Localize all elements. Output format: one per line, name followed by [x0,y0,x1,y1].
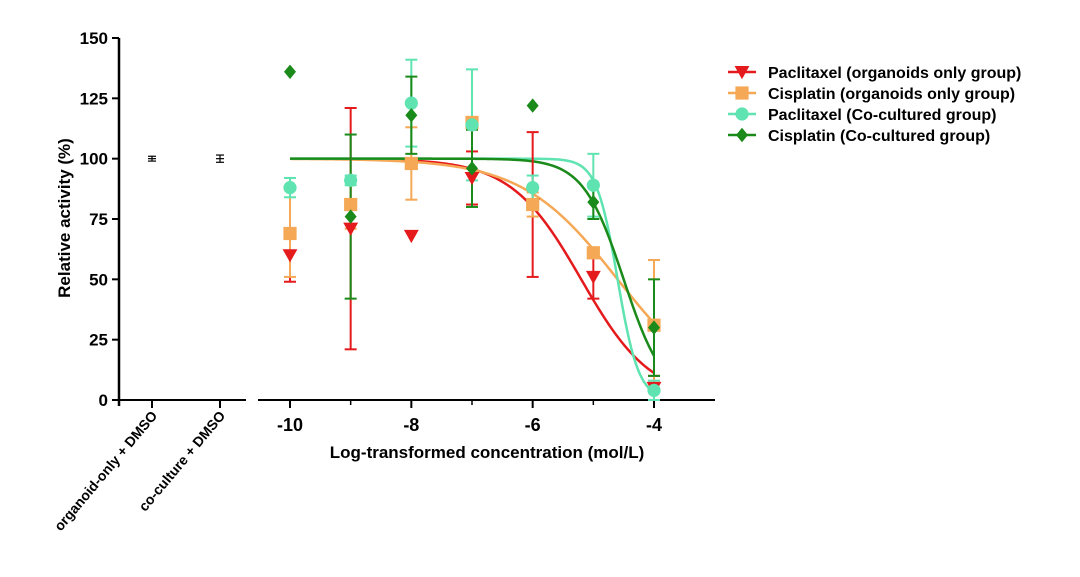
data-point-s2-p0 [283,181,297,195]
legend-marker-2 [735,107,749,121]
data-point-s3-p5 [587,194,600,210]
data-point-s0-p5 [585,270,601,285]
data-point-s2-p3 [465,118,479,132]
legend-label-3: Cisplatin (Co-cultured group) [768,128,990,145]
data-point-s2-p2 [404,96,418,110]
data-point-s3-p6 [648,320,660,335]
data-point-s1-p4 [526,197,540,212]
data-point-s2-p4 [526,181,540,195]
legend-marker-3 [736,127,748,143]
x-tick-label-4: -4 [646,415,662,435]
data-point-s0-p2 [403,229,419,244]
legend-marker-1 [735,86,749,100]
y-tick-label-100: 100 [80,150,108,169]
data-point-s3-p4 [526,98,539,113]
data-point-s1-p1 [344,197,358,212]
legend-label-0: Paclitaxel (organoids only group) [768,65,1021,82]
errorbars-layer [284,58,660,401]
legend-marker-0 [734,66,750,80]
x-tick-label-10: -10 [277,415,303,435]
data-point-s0-p0 [282,249,298,263]
data-point-s0-p1 [343,222,359,236]
y-tick-label-25: 25 [89,331,108,350]
x-tick-label-6: -6 [525,415,541,435]
data-point-s1-p0 [283,226,297,241]
y-tick-label-50: 50 [89,270,108,289]
legend: Paclitaxel (organoids only group) Cisplat… [728,65,1021,145]
data-point-s1-p5 [586,246,600,260]
data-point-s2-p5 [586,178,600,192]
x-tick-label-8: -8 [403,415,419,435]
data-point-s3-p2 [405,108,418,123]
data-point-s3-p0 [284,64,296,79]
legend-label-2: Paclitaxel (Co-cultured group) [768,107,996,124]
y-tick-label-150: 150 [80,29,108,48]
data-point-s1-p2 [404,156,418,171]
data-point-s0-p3 [464,171,480,186]
legend-label-1: Cisplatin (organoids only group) [768,86,1015,103]
data-point-s2-p1 [344,173,358,187]
data-point-s2-p6 [647,383,661,397]
points-layer [282,64,662,397]
y-tick-label-0: 0 [99,391,108,410]
control-label-0: organoid-only + DMSO [51,408,161,534]
y-axis-title: Relative activity (%) [55,138,74,298]
y-tick-label-125: 125 [80,89,108,108]
data-point-s3-p3 [466,161,478,176]
x-axis-title: Log-transformed concentration (mol/L) [330,443,645,462]
data-point-s3-p1 [344,209,357,224]
y-tick-label-75: 75 [89,210,108,229]
axes-layer: 0 25 50 75 100 125 150 -10 -8 -6 -4 [80,29,715,435]
